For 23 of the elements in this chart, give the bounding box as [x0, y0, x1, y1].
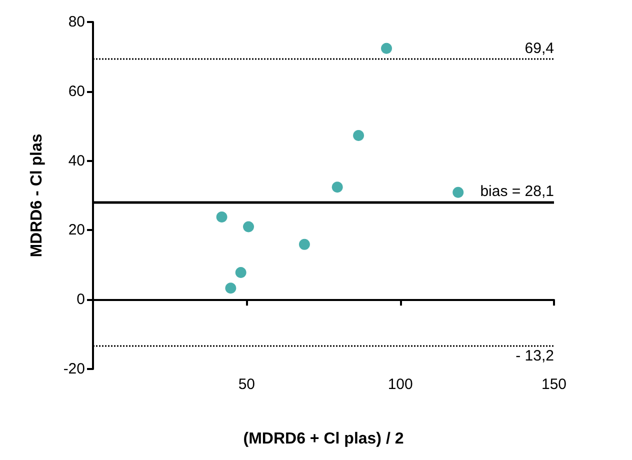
- ref-line-label: 69,4: [524, 40, 554, 57]
- ref-line-label: bias = 28,1: [480, 183, 554, 200]
- x-tick-label: 150: [541, 376, 567, 393]
- point: [332, 182, 343, 193]
- y-tick-label: 60: [68, 82, 85, 100]
- point: [216, 212, 228, 223]
- point: [225, 282, 236, 294]
- point: [353, 130, 364, 141]
- x-tick-label: 50: [238, 376, 256, 393]
- y-axis-title: MDRD6 - Cl plas: [28, 134, 46, 258]
- y-tick-label: 80: [68, 14, 85, 30]
- x-axis-title: (MDRD6 + Cl plas) / 2: [243, 430, 404, 448]
- point: [298, 238, 310, 250]
- x-tick-label: 100: [388, 376, 413, 393]
- point: [381, 42, 392, 54]
- point: [452, 186, 464, 198]
- point: [243, 221, 254, 232]
- y-tick-label: 0: [76, 291, 85, 308]
- ref-line-label: - 13,2: [516, 347, 554, 364]
- point: [235, 267, 246, 278]
- y-tick-label: 20: [68, 222, 85, 239]
- y-tick-label: 40: [68, 152, 85, 170]
- y-tick-label: -20: [63, 360, 85, 378]
